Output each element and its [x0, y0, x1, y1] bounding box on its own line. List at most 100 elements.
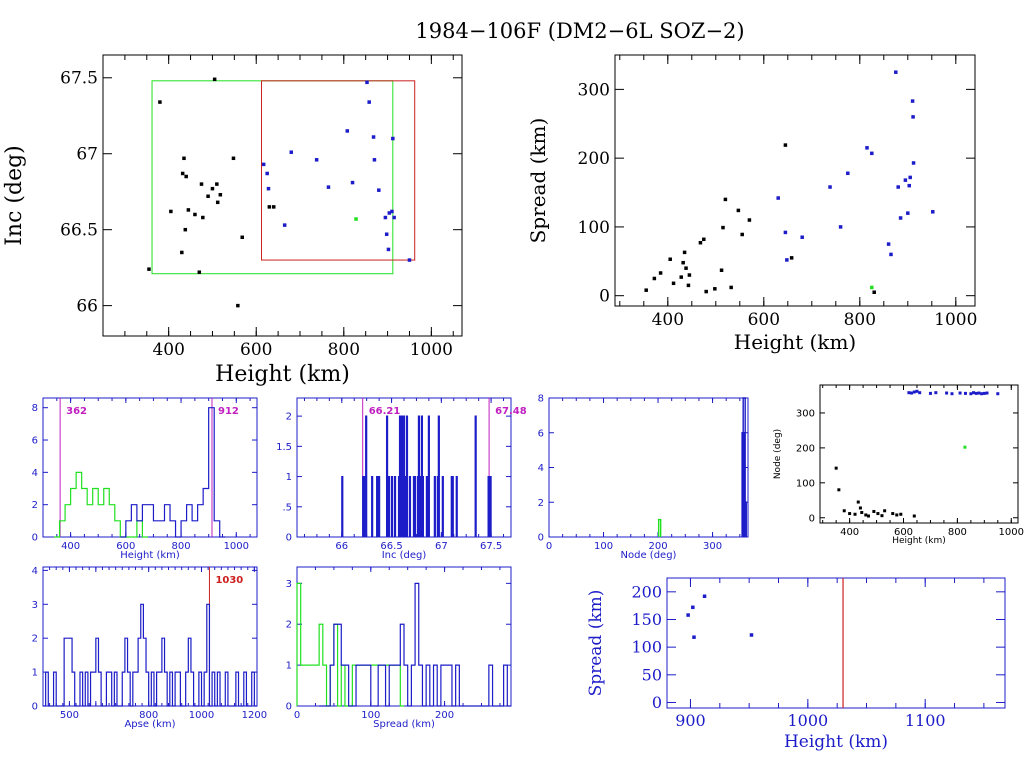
x-tick-label: 0: [546, 541, 552, 552]
histogram-bar: [408, 475, 412, 537]
panel-inc_vs_height: 400 600 800 1000 66 66.5 67 67.5 Height (km) Inc …: [2, 54, 463, 387]
data-point: [193, 212, 197, 217]
data-point: [692, 635, 696, 639]
data-point: [883, 509, 887, 513]
x-tick-label: 800: [948, 527, 967, 538]
panel-apse_histogram: 500 800 1000 1200 0 1 2 3 4 Apse (km) 1030: [32, 566, 267, 730]
y-tick-label: 200: [796, 443, 815, 454]
data-point: [723, 197, 728, 202]
histogram-bar: [743, 501, 747, 537]
data-point: [180, 171, 185, 176]
data-point: [963, 445, 967, 449]
data-point: [977, 391, 981, 395]
data-point: [681, 260, 685, 265]
data-point: [860, 511, 864, 515]
y-tick-label: 1: [286, 472, 292, 483]
data-point: [702, 237, 706, 242]
y-axis-label: Node (deg): [773, 429, 783, 479]
data-point: [201, 215, 205, 220]
histogram-bar: [390, 475, 394, 537]
histogram-bar: [489, 475, 492, 537]
data-point: [371, 135, 376, 139]
data-point: [687, 273, 692, 277]
data-point: [853, 512, 857, 516]
panel-spread_vs_height: 400 600 800 1000 0 100 200 300 Height (km) Spread…: [526, 54, 977, 354]
data-point: [686, 283, 691, 288]
y-tick-label: 2: [32, 500, 38, 511]
data-point: [848, 512, 852, 516]
y-tick-label: 200: [578, 149, 610, 169]
x-tick-label: 400: [61, 541, 80, 552]
data-point: [896, 185, 900, 189]
x-tick-label: 1000: [999, 527, 1024, 538]
data-point: [928, 391, 932, 395]
plot-frame: [42, 397, 258, 538]
data-point: [384, 232, 389, 236]
data-point: [691, 605, 695, 610]
data-point: [783, 230, 788, 235]
x-tick-label: 67: [435, 541, 448, 552]
data-point: [326, 185, 331, 189]
histogram-bar: [474, 415, 477, 537]
data-point: [931, 210, 935, 214]
x-tick-label: 800: [844, 310, 876, 330]
data-point: [679, 275, 683, 279]
data-point: [972, 391, 976, 395]
selection-box-green: [151, 80, 394, 275]
data-point: [783, 143, 788, 147]
data-point: [872, 509, 876, 513]
panel-node_histogram: 0 100 200 300 0 2 4 6 8 Node (deg): [538, 394, 749, 561]
y-tick-label: 0: [809, 513, 815, 524]
x-tick-label: 1000: [787, 711, 828, 730]
data-point: [392, 215, 396, 220]
y-tick-label: 150: [631, 610, 662, 629]
data-point: [183, 227, 188, 232]
panel-inc_histogram: 66 66.5 67 67.5 0 .5 1 1.5 2 Inc (deg) 66.21 67.48: [276, 397, 527, 561]
x-tick-label: 800: [328, 340, 360, 360]
y-tick-label: 4: [538, 463, 544, 474]
data-point: [236, 303, 240, 308]
data-point: [671, 281, 676, 286]
data-point: [390, 209, 394, 214]
x-axis-label: Inc (deg): [382, 550, 427, 561]
data-point: [383, 215, 388, 220]
data-point: [182, 156, 186, 161]
data-point: [880, 514, 884, 518]
histogram-bar: [393, 475, 397, 537]
y-tick-label: 50: [642, 665, 662, 684]
y-tick-label: 100: [578, 218, 610, 238]
histogram-bar: [363, 475, 366, 537]
histogram-bar: [403, 475, 407, 537]
y-tick-label: 300: [578, 80, 610, 100]
data-point: [261, 162, 266, 167]
histogram-bar: [657, 518, 662, 537]
data-point: [644, 288, 648, 292]
data-point: [915, 389, 919, 393]
x-axis-label: Spread (km): [373, 719, 435, 730]
y-tick-label: 2: [286, 620, 292, 631]
data-point: [206, 194, 210, 199]
plot-frame: [102, 54, 463, 337]
plot-frame: [819, 384, 1019, 524]
data-point: [365, 80, 369, 85]
data-point: [906, 211, 910, 215]
x-tick-label: 800: [172, 541, 191, 552]
data-point: [886, 242, 891, 246]
histogram-bar: [371, 475, 374, 537]
data-point: [899, 512, 903, 516]
data-point: [215, 182, 219, 186]
histogram-bar: [441, 475, 444, 537]
x-axis-label: Height (km): [734, 330, 856, 354]
y-tick-label: 0: [32, 533, 38, 544]
data-point: [866, 514, 870, 518]
data-point: [963, 391, 967, 395]
data-point: [668, 257, 672, 261]
data-point: [265, 171, 269, 176]
y-tick-label: 8: [32, 403, 38, 414]
data-point: [894, 70, 898, 74]
data-point: [934, 391, 938, 395]
x-tick-label: 200: [435, 710, 454, 721]
histogram-bar: [398, 415, 402, 537]
data-point: [838, 225, 843, 229]
